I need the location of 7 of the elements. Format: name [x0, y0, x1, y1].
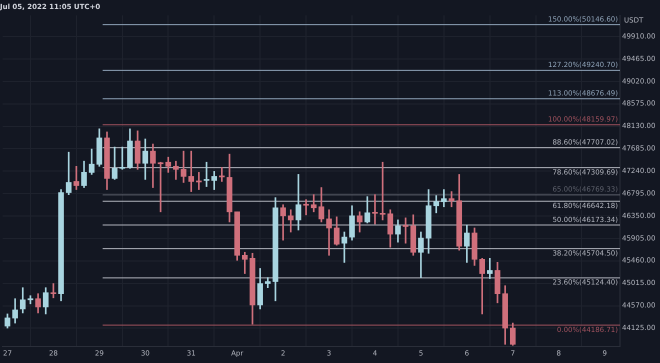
candlestick — [372, 194, 378, 224]
candlestick — [28, 295, 34, 304]
candlestick — [204, 162, 210, 187]
candlestick — [180, 150, 186, 183]
candlestick — [326, 209, 332, 256]
candlestick — [448, 191, 454, 208]
candlestick — [303, 199, 309, 216]
